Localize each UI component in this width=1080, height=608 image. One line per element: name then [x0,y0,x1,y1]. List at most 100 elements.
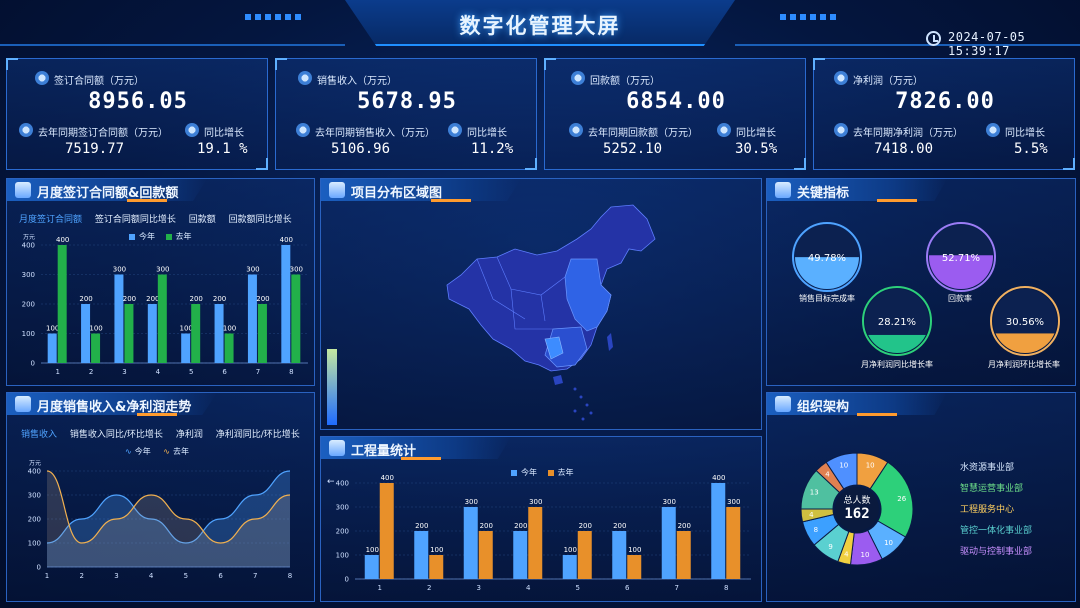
kpi-growth-value: 11.2% [471,141,514,157]
panel-contract: 月度签订合同额&回款额 月度签订合同额 签订合同额同比增长 回款额 回款额同比增… [6,178,315,386]
legend-line-icon: ∿ [125,447,132,456]
donut-slice-label: 10 [884,539,893,547]
panel-title: 月度签订合同额&回款额 [37,186,179,201]
growth-icon [986,123,1000,137]
bar-value-label: 200 [514,522,527,530]
donut-slice-label: 13 [810,489,819,497]
x-tick-label: 6 [625,584,630,592]
tab-contract-growth[interactable]: 签订合同额同比增长 [94,215,176,225]
map-south-sea-islands [573,387,593,421]
sales-panel-icon [15,396,31,412]
org-unit-item[interactable]: 工程服务中心 [960,505,1015,515]
panel-sales: 月度销售收入&净利润走势 销售收入 销售收入同比/环比增长 净利润 净利润同比/… [6,392,315,602]
kpi-value: 7826.00 [895,89,995,114]
tab-profit-growth[interactable]: 净利润同比/环比增长 [215,430,300,440]
kpi-growth-value: 5.5% [1014,141,1048,157]
bar-value-label: 200 [213,295,226,303]
y-axis-label: 万元 [23,234,35,241]
tab-payment[interactable]: 回款额 [188,215,216,225]
bar-value-label: 400 [280,236,293,244]
kpi-prev-label: 去年同期销售收入（万元） [315,128,435,139]
x-tick-label: 7 [253,572,257,580]
profit-icon [834,71,848,85]
gauge-label: 销售目标完成率 [799,294,855,303]
bar-value-label: 300 [727,498,740,506]
history-icon [834,123,848,137]
bar [711,483,726,579]
kpi-prev-value: 5106.96 [331,141,391,157]
clock: 2024-07-05 15:39:17 [926,30,1076,58]
kpi-label: 销售收入（万元） [317,76,397,87]
datetime: 2024-07-05 15:39:17 [948,30,1026,58]
kpi-growth-value: 30.5% [735,141,778,157]
y-tick-label: 200 [336,528,349,536]
kpi-prev-label: 去年同期回款额（万元） [588,128,698,139]
map-region-borders [476,256,566,330]
tab-contract-amount[interactable]: 月度签订合同额 [19,215,83,225]
org-panel-icon [775,396,791,412]
bar [364,555,379,579]
back-arrow-icon[interactable]: ← [327,477,335,487]
bar-value-label: 200 [613,522,626,530]
bar-value-label: 100 [46,325,59,333]
bar [191,304,201,363]
tab-profit[interactable]: 净利润 [175,430,203,440]
bar-value-label: 300 [113,266,126,274]
growth-icon [717,123,731,137]
china-map [446,204,656,421]
indicator-panel-icon [775,182,791,198]
kpi-label: 净利润（万元） [853,76,923,87]
bar [224,333,234,363]
tab-sales-growth[interactable]: 销售收入同比/环比增长 [69,430,163,440]
x-tick-label: 2 [89,368,93,376]
bar-chart-svg: 0 100 200 300 400 1 100 400 2 200 100 3 300 200 4 200 30… [336,474,751,592]
y-tick-label: 400 [28,468,41,476]
bar [562,555,577,579]
bar [676,531,691,579]
y-tick-label: 200 [22,301,35,309]
bar [478,531,493,579]
bar-value-label: 300 [663,498,676,506]
growth-icon [448,123,462,137]
bar-value-label: 200 [146,295,159,303]
donut-slice [825,452,858,490]
header-line-left [0,44,345,46]
org-unit-item[interactable]: 水资源事业部 [960,463,1015,473]
sales-tabs: 销售收入 销售收入同比/环比增长 净利润 净利润同比/环比增长 [21,427,310,440]
kpi-prev-value: 7418.00 [874,141,934,157]
gauge-ring [792,222,862,292]
gauge-fill [865,334,929,353]
legend-label: 今年 [134,447,151,456]
bar [379,483,394,579]
y-tick-label: 0 [345,576,349,584]
bar [281,245,291,363]
donut-slice-label: 4 [825,470,830,478]
header-deco-left [245,14,305,20]
bar [414,531,429,579]
bar [214,304,224,363]
bar-value-label: 200 [415,522,428,530]
panel-title: 关键指标 [797,186,850,201]
donut-slice [869,461,914,538]
bar-value-label: 100 [430,546,443,554]
tab-payment-growth[interactable]: 回款额同比增长 [228,215,292,225]
workload-panel-icon [329,440,345,456]
x-tick-label: 5 [184,572,188,580]
y-tick-label: 300 [336,504,349,512]
title-accent [127,199,167,202]
org-unit-item[interactable]: 驱动与控制事业部 [960,547,1033,557]
map-region-highlight [544,336,564,360]
x-tick-label: 3 [477,584,481,592]
kpi-card-sales: 销售收入（万元） 5678.95 去年同期销售收入（万元） 同比增长 5106.… [275,58,537,170]
map-color-scale [327,349,337,425]
header: 数字化管理大屏 2024-07-05 15:39:17 [0,0,1080,58]
title-accent [877,199,917,202]
bar-value-label: 300 [465,498,478,506]
kpi-prev-label: 去年同期净利润（万元） [853,128,963,139]
x-tick-label: 4 [156,368,161,376]
bar [81,304,91,363]
tab-sales[interactable]: 销售收入 [21,430,58,440]
org-unit-item[interactable]: 管控一体化事业部 [960,526,1033,536]
org-unit-item[interactable]: 智慧运营事业部 [960,484,1024,494]
panel-org: 组织架构 10 26 10 10 4 9 8 4 13 4 10 总人数 162 [766,392,1076,602]
